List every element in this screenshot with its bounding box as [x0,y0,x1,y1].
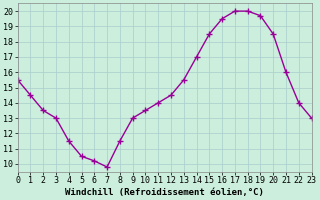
X-axis label: Windchill (Refroidissement éolien,°C): Windchill (Refroidissement éolien,°C) [65,188,264,197]
